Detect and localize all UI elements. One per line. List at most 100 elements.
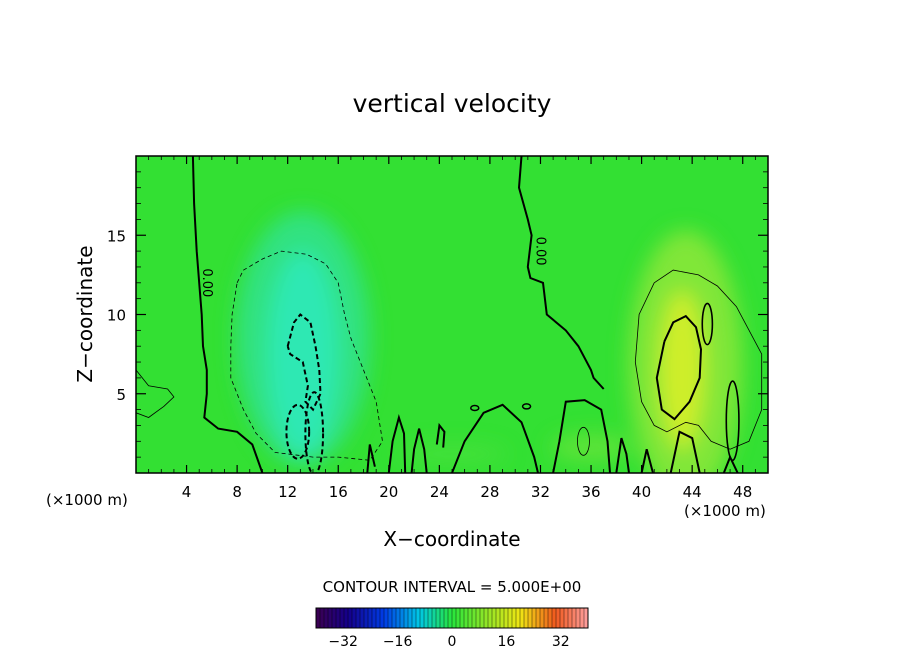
surface-contour-5 (552, 399, 611, 473)
colorbar-tick-label: 16 (497, 634, 515, 650)
colorbar-cell (359, 607, 365, 629)
colorbar-cell (491, 607, 497, 629)
colorbar-cell (547, 607, 553, 629)
colorbar-cell (539, 607, 545, 629)
colorbar-cell (483, 607, 489, 629)
y-tick-label: 10 (107, 307, 126, 325)
x-tick-label: 32 (531, 483, 550, 501)
x-axis-title: X−coordinate (383, 527, 520, 551)
colorbar-cell (367, 607, 373, 629)
x-tick-label: 28 (480, 483, 499, 501)
x-tick-label: 20 (379, 483, 398, 501)
colorbar-frame (315, 607, 589, 629)
colorbar-cell (391, 607, 397, 629)
colorbar-cell (315, 607, 321, 629)
colorbar-cell (327, 607, 333, 629)
small-cell-a (470, 404, 480, 412)
colorbar-cell (351, 607, 357, 629)
x-tick-label: 16 (329, 483, 348, 501)
colorbar-cell (411, 607, 417, 629)
colorbar-cell (507, 607, 513, 629)
colorbar-cell (555, 607, 561, 629)
colorbar-cell (563, 607, 569, 629)
surface-contour-2 (410, 428, 428, 473)
colorbar-cell (383, 607, 389, 629)
colorbar-cell (531, 607, 537, 629)
colorbar-cell (495, 607, 501, 629)
colorbar-cell (459, 607, 465, 629)
updraft-contour-inner (655, 314, 703, 421)
colorbar-cell (551, 607, 557, 629)
left-edge-contour (136, 369, 175, 418)
x-tick-label: 44 (683, 483, 702, 501)
colorbar-cell (379, 607, 385, 629)
colorbar-cell (419, 607, 425, 629)
colorbar-tick-label: −16 (383, 634, 413, 650)
colorbar-cell (503, 607, 509, 629)
colorbar-cell (343, 607, 349, 629)
colorbar-cell (471, 607, 477, 629)
x-tick-label: 36 (581, 483, 600, 501)
updraft-contour-outer (634, 269, 763, 450)
x-unit-label-right: (×1000 m) (684, 502, 766, 520)
surface-thin-contour (577, 426, 590, 456)
contour-lines: 0.00 0.00 (136, 156, 763, 473)
surface-contour-4 (451, 403, 539, 473)
colorbar-cell (571, 607, 577, 629)
downdraft-contour-inner (286, 313, 322, 412)
colorbar-cell (567, 607, 573, 629)
colorbar-cell (511, 607, 517, 629)
colorbar-cell (443, 607, 449, 629)
colorbar-cell (515, 607, 521, 629)
surface-contour-10 (366, 444, 376, 473)
colorbar-cell (527, 607, 533, 629)
colorbar-cell (423, 607, 429, 629)
y-tick-label: 5 (116, 386, 126, 404)
colorbar-cell (451, 607, 457, 629)
surface-contour-1 (387, 413, 407, 473)
colorbar-cell (499, 607, 505, 629)
colorbar-cell (371, 607, 377, 629)
colorbar-cell (347, 607, 353, 629)
colorbar-cell (339, 607, 345, 629)
colorbar-cell (407, 607, 413, 629)
colorbar-cell (535, 607, 541, 629)
colorbar-cell (335, 607, 341, 629)
zero-contour-label: 0.00 (533, 237, 548, 266)
colorbar-cell (435, 607, 441, 629)
low-updraft-patch (551, 433, 632, 462)
surface-contour-8 (669, 430, 701, 473)
x-tick-label: 12 (278, 483, 297, 501)
surface-contour-3 (435, 422, 446, 448)
y-axis-title: Z−coordinate (73, 245, 97, 382)
colorbar-cell (579, 607, 585, 629)
colorbar-cell (331, 607, 337, 629)
x-tick-label: 40 (632, 483, 651, 501)
downdraft-low-cell-a (285, 403, 311, 460)
surface-contour-9 (722, 454, 739, 473)
zero-contour-left (191, 156, 264, 473)
colorbar-cell (399, 607, 405, 629)
x-tick-label: 48 (733, 483, 752, 501)
colorbar-cell (519, 607, 525, 629)
colorbar-cell (479, 607, 485, 629)
colorbar-cell (427, 607, 433, 629)
colorbar-cell (467, 607, 473, 629)
colorbar-cell (375, 607, 381, 629)
colorbar-cell (415, 607, 421, 629)
x-axis-ticks: 4 8 12 16 20 24 28 32 36 40 44 48 (148, 156, 756, 501)
colorbar-cell (475, 607, 481, 629)
surface-contour-7 (640, 448, 654, 473)
colorbar-cell (395, 607, 401, 629)
colorbar-cell (387, 607, 393, 629)
colorbar-cell (487, 607, 493, 629)
colorbar-cell (431, 607, 437, 629)
colorbar-cell (403, 607, 409, 629)
surface-contour-6 (615, 437, 630, 473)
colorbar-cell (439, 607, 445, 629)
updraft-small-cell (701, 302, 714, 346)
colorbar-tick-label: 32 (552, 634, 570, 650)
small-cell-b (521, 403, 532, 410)
colorbar-cell (463, 607, 469, 629)
